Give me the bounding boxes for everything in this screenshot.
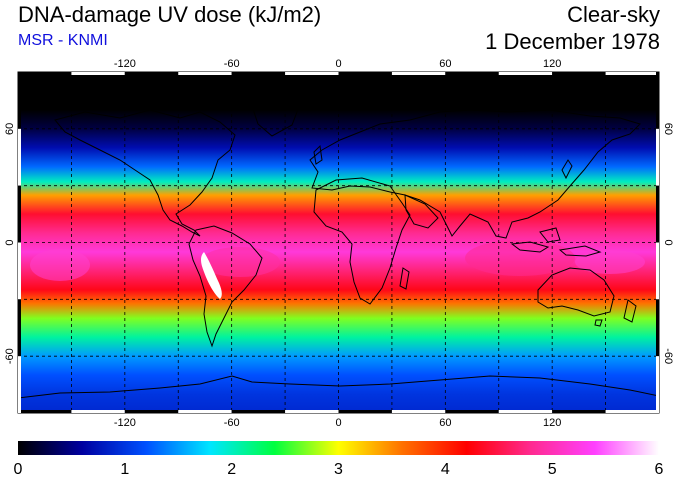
source-label: MSR - KNMI bbox=[18, 32, 108, 49]
frame-segment bbox=[656, 128, 659, 186]
frame-segment bbox=[552, 410, 606, 413]
colorbar-tick-label: 3 bbox=[334, 461, 343, 478]
frame-segment bbox=[18, 72, 72, 75]
colorbar-tick-label: 2 bbox=[227, 461, 236, 478]
latitude-labels-left: 60 0 -60 bbox=[4, 123, 16, 364]
frame-segment bbox=[124, 410, 179, 413]
frame-segment bbox=[338, 72, 392, 75]
frame-segment bbox=[18, 242, 21, 300]
frame-segment bbox=[18, 72, 21, 129]
longitude-tick-label: 60 bbox=[439, 58, 451, 70]
latitude-tick-label: 60 bbox=[662, 123, 674, 135]
frame-segment bbox=[391, 410, 446, 413]
colorbar-tick-label: 5 bbox=[548, 461, 557, 478]
frame-segment bbox=[605, 72, 659, 75]
longitude-tick-label: 120 bbox=[543, 417, 561, 429]
frame-segment bbox=[71, 72, 125, 75]
colorbar-tick-label: 1 bbox=[120, 461, 129, 478]
frame-segment bbox=[391, 72, 446, 75]
scenario-label: Clear-sky bbox=[567, 2, 660, 27]
frame-segment bbox=[656, 356, 659, 413]
frame-segment bbox=[18, 128, 21, 186]
longitude-tick-label: 60 bbox=[439, 417, 451, 429]
colorbar-labels: 0 1 2 3 4 5 6 bbox=[14, 461, 664, 478]
high-dose-patches bbox=[30, 240, 645, 281]
latitude-tick-label: 0 bbox=[662, 239, 674, 245]
longitude-tick-label: 0 bbox=[335, 58, 341, 70]
frame-segment bbox=[445, 72, 499, 75]
longitude-tick-label: -120 bbox=[114, 417, 136, 429]
latitude-tick-label: -60 bbox=[4, 348, 16, 364]
frame-segment bbox=[338, 410, 392, 413]
longitude-tick-label: 120 bbox=[543, 58, 561, 70]
frame-segment bbox=[285, 72, 339, 75]
frame-segment bbox=[18, 356, 21, 413]
colorbar-tick-label: 4 bbox=[441, 461, 450, 478]
colorbar-tick-label: 6 bbox=[655, 461, 664, 478]
frame-segment bbox=[231, 72, 286, 75]
frame-segment bbox=[605, 410, 659, 413]
map-title: DNA-damage UV dose (kJ/m2) bbox=[18, 2, 322, 27]
latitude-tick-label: 0 bbox=[4, 239, 16, 245]
frame-segment bbox=[231, 410, 286, 413]
latitude-labels-right: 60 0 -60 bbox=[662, 123, 674, 364]
longitude-tick-label: -120 bbox=[114, 58, 136, 70]
latitude-tick-label: -60 bbox=[662, 348, 674, 364]
frame-segment bbox=[498, 410, 553, 413]
frame-segment bbox=[656, 242, 659, 300]
frame-segment bbox=[18, 299, 21, 357]
frame-segment bbox=[18, 410, 72, 413]
frame-segment bbox=[124, 72, 179, 75]
frame-segment bbox=[656, 72, 659, 129]
frame-segment bbox=[656, 299, 659, 357]
longitude-labels-bottom: -120 -60 0 60 120 bbox=[114, 417, 562, 429]
frame-segment bbox=[71, 410, 125, 413]
colorbar-tick-label: 0 bbox=[14, 461, 23, 478]
frame-segment bbox=[178, 72, 232, 75]
frame-segment bbox=[18, 185, 21, 243]
frame-segment bbox=[445, 410, 499, 413]
date-label: 1 December 1978 bbox=[485, 29, 660, 54]
longitude-labels-top: -120 -60 0 60 120 bbox=[114, 58, 562, 70]
colorbar bbox=[18, 441, 659, 455]
frame-segment bbox=[178, 410, 232, 413]
frame-segment bbox=[656, 185, 659, 243]
frame-segment bbox=[285, 410, 339, 413]
frame-segment bbox=[498, 72, 553, 75]
map-border-ticks bbox=[18, 72, 659, 413]
longitude-tick-label: -60 bbox=[224, 417, 240, 429]
longitude-tick-label: -60 bbox=[224, 58, 240, 70]
andes-high-dose-spot bbox=[201, 252, 222, 299]
gridlines bbox=[18, 72, 659, 413]
longitude-tick-label: 0 bbox=[335, 417, 341, 429]
frame-segment bbox=[552, 72, 606, 75]
latitude-tick-label: 60 bbox=[4, 123, 16, 135]
